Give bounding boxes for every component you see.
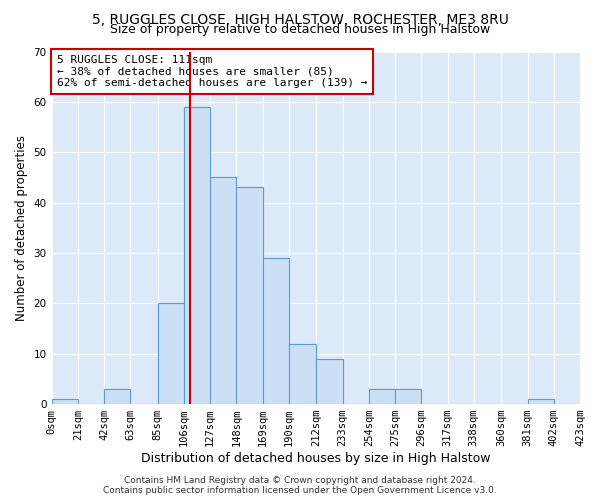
X-axis label: Distribution of detached houses by size in High Halstow: Distribution of detached houses by size … <box>141 452 491 465</box>
Text: Size of property relative to detached houses in High Halstow: Size of property relative to detached ho… <box>110 22 490 36</box>
Bar <box>52 399 78 404</box>
Bar <box>104 389 130 404</box>
Bar <box>395 389 421 404</box>
Text: 5 RUGGLES CLOSE: 111sqm
← 38% of detached houses are smaller (85)
62% of semi-de: 5 RUGGLES CLOSE: 111sqm ← 38% of detache… <box>57 55 367 88</box>
Bar <box>236 188 263 404</box>
Bar <box>263 258 289 404</box>
Y-axis label: Number of detached properties: Number of detached properties <box>15 135 28 321</box>
Bar <box>369 389 395 404</box>
Text: Contains HM Land Registry data © Crown copyright and database right 2024.
Contai: Contains HM Land Registry data © Crown c… <box>103 476 497 495</box>
Bar <box>158 304 184 404</box>
Bar <box>184 107 210 404</box>
Bar <box>210 178 236 404</box>
Text: 5, RUGGLES CLOSE, HIGH HALSTOW, ROCHESTER, ME3 8RU: 5, RUGGLES CLOSE, HIGH HALSTOW, ROCHESTE… <box>92 12 508 26</box>
Bar <box>527 399 554 404</box>
Bar <box>289 344 316 404</box>
Bar <box>316 359 343 404</box>
